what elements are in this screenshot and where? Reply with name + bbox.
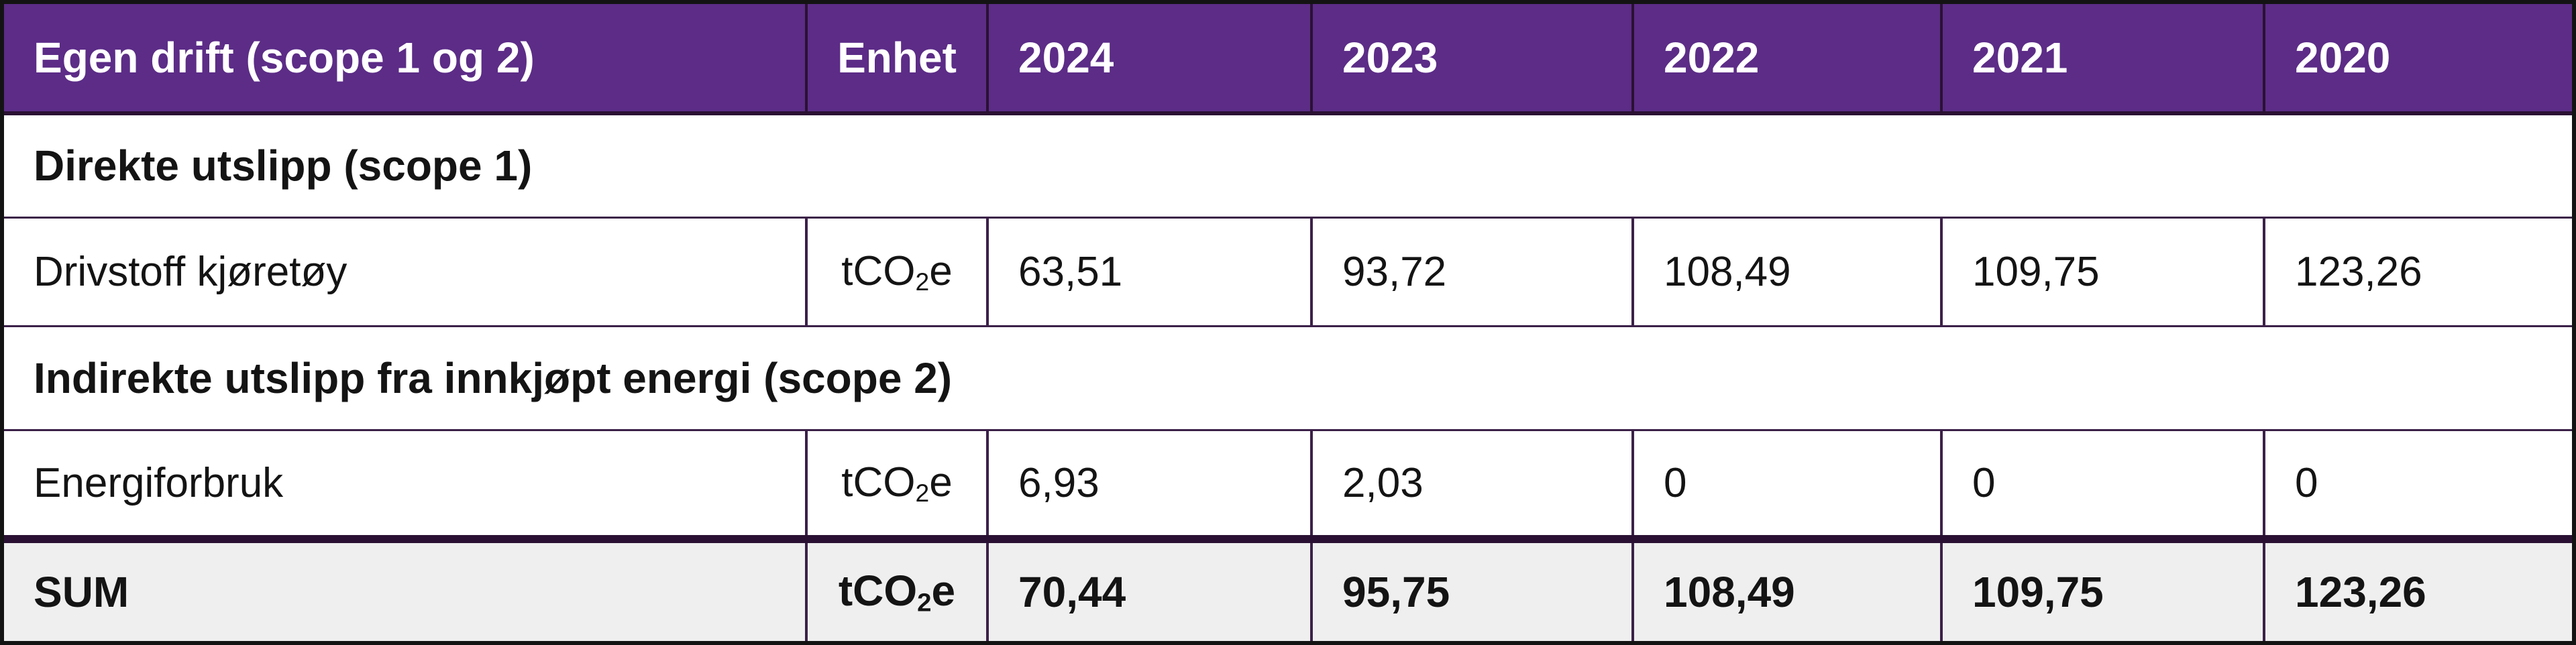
emissions-table: Egen drift (scope 1 og 2) Enhet 2024 202…	[4, 4, 2572, 641]
sum-value-2021: 109,75	[1940, 534, 2264, 641]
unit-suffix: e	[929, 459, 953, 506]
sum-row: SUM tCO2e 70,44 95,75 108,49 109,75 123,…	[4, 534, 2572, 641]
value-cell-2021: 0	[1940, 430, 2264, 539]
value-cell-2022: 108,49	[1631, 217, 1941, 327]
column-header-unit: Enhet	[805, 4, 987, 115]
unit-prefix: tCO	[841, 459, 916, 506]
row-label: Drivstoff kjøretøy	[34, 248, 347, 295]
unit-cell: tCO2e	[805, 534, 987, 641]
section-row-scope1: Direkte utslipp (scope 1)	[4, 112, 2572, 219]
value-cell-2023: 93,72	[1310, 217, 1633, 327]
sum-value-2023: 95,75	[1310, 534, 1633, 641]
unit-suffix: e	[929, 247, 953, 294]
column-header-category: Egen drift (scope 1 og 2)	[4, 4, 806, 115]
unit-cell: tCO2e	[805, 217, 987, 327]
sum-label: SUM	[4, 534, 806, 641]
unit-prefix: tCO	[838, 567, 918, 615]
unit-subscript: 2	[917, 588, 932, 618]
column-header-year-2024: 2024	[986, 4, 1311, 115]
section-title: Direkte utslipp (scope 1)	[4, 112, 2572, 219]
column-header-year-2023: 2023	[1310, 4, 1633, 115]
value-cell-2022: 0	[1631, 430, 1941, 539]
sum-value-2024: 70,44	[986, 534, 1311, 641]
unit-cell: tCO2e	[805, 430, 987, 539]
unit-subscript: 2	[915, 479, 930, 508]
unit-subscript: 2	[915, 267, 930, 296]
value-cell-2024: 6,93	[986, 430, 1311, 539]
section-title: Indirekte utslipp fra innkjøpt energi (s…	[4, 325, 2572, 432]
unit-prefix: tCO	[841, 247, 916, 294]
sum-value-2022: 108,49	[1631, 534, 1941, 641]
table-row-drivstoff: Drivstoff kjøretøy tCO2e 63,51 93,72 108…	[4, 217, 2572, 327]
column-header-year-2021: 2021	[1940, 4, 2264, 115]
table-row-energiforbruk: Energiforbruk tCO2e 6,93 2,03 0 0 0	[4, 430, 2572, 539]
unit-suffix: e	[931, 567, 956, 615]
value-cell-2023: 2,03	[1310, 430, 1633, 539]
value-cell-2020: 0	[2263, 430, 2572, 539]
section-row-scope2: Indirekte utslipp fra innkjøpt energi (s…	[4, 325, 2572, 432]
column-header-year-2022: 2022	[1631, 4, 1941, 115]
value-cell-2021: 109,75	[1940, 217, 2264, 327]
sum-value-2020: 123,26	[2263, 534, 2572, 641]
value-cell-2020: 123,26	[2263, 217, 2572, 327]
table-header-row: Egen drift (scope 1 og 2) Enhet 2024 202…	[4, 4, 2572, 115]
row-label: Energiforbruk	[34, 459, 284, 506]
value-cell-2024: 63,51	[986, 217, 1311, 327]
column-header-year-2020: 2020	[2263, 4, 2572, 115]
